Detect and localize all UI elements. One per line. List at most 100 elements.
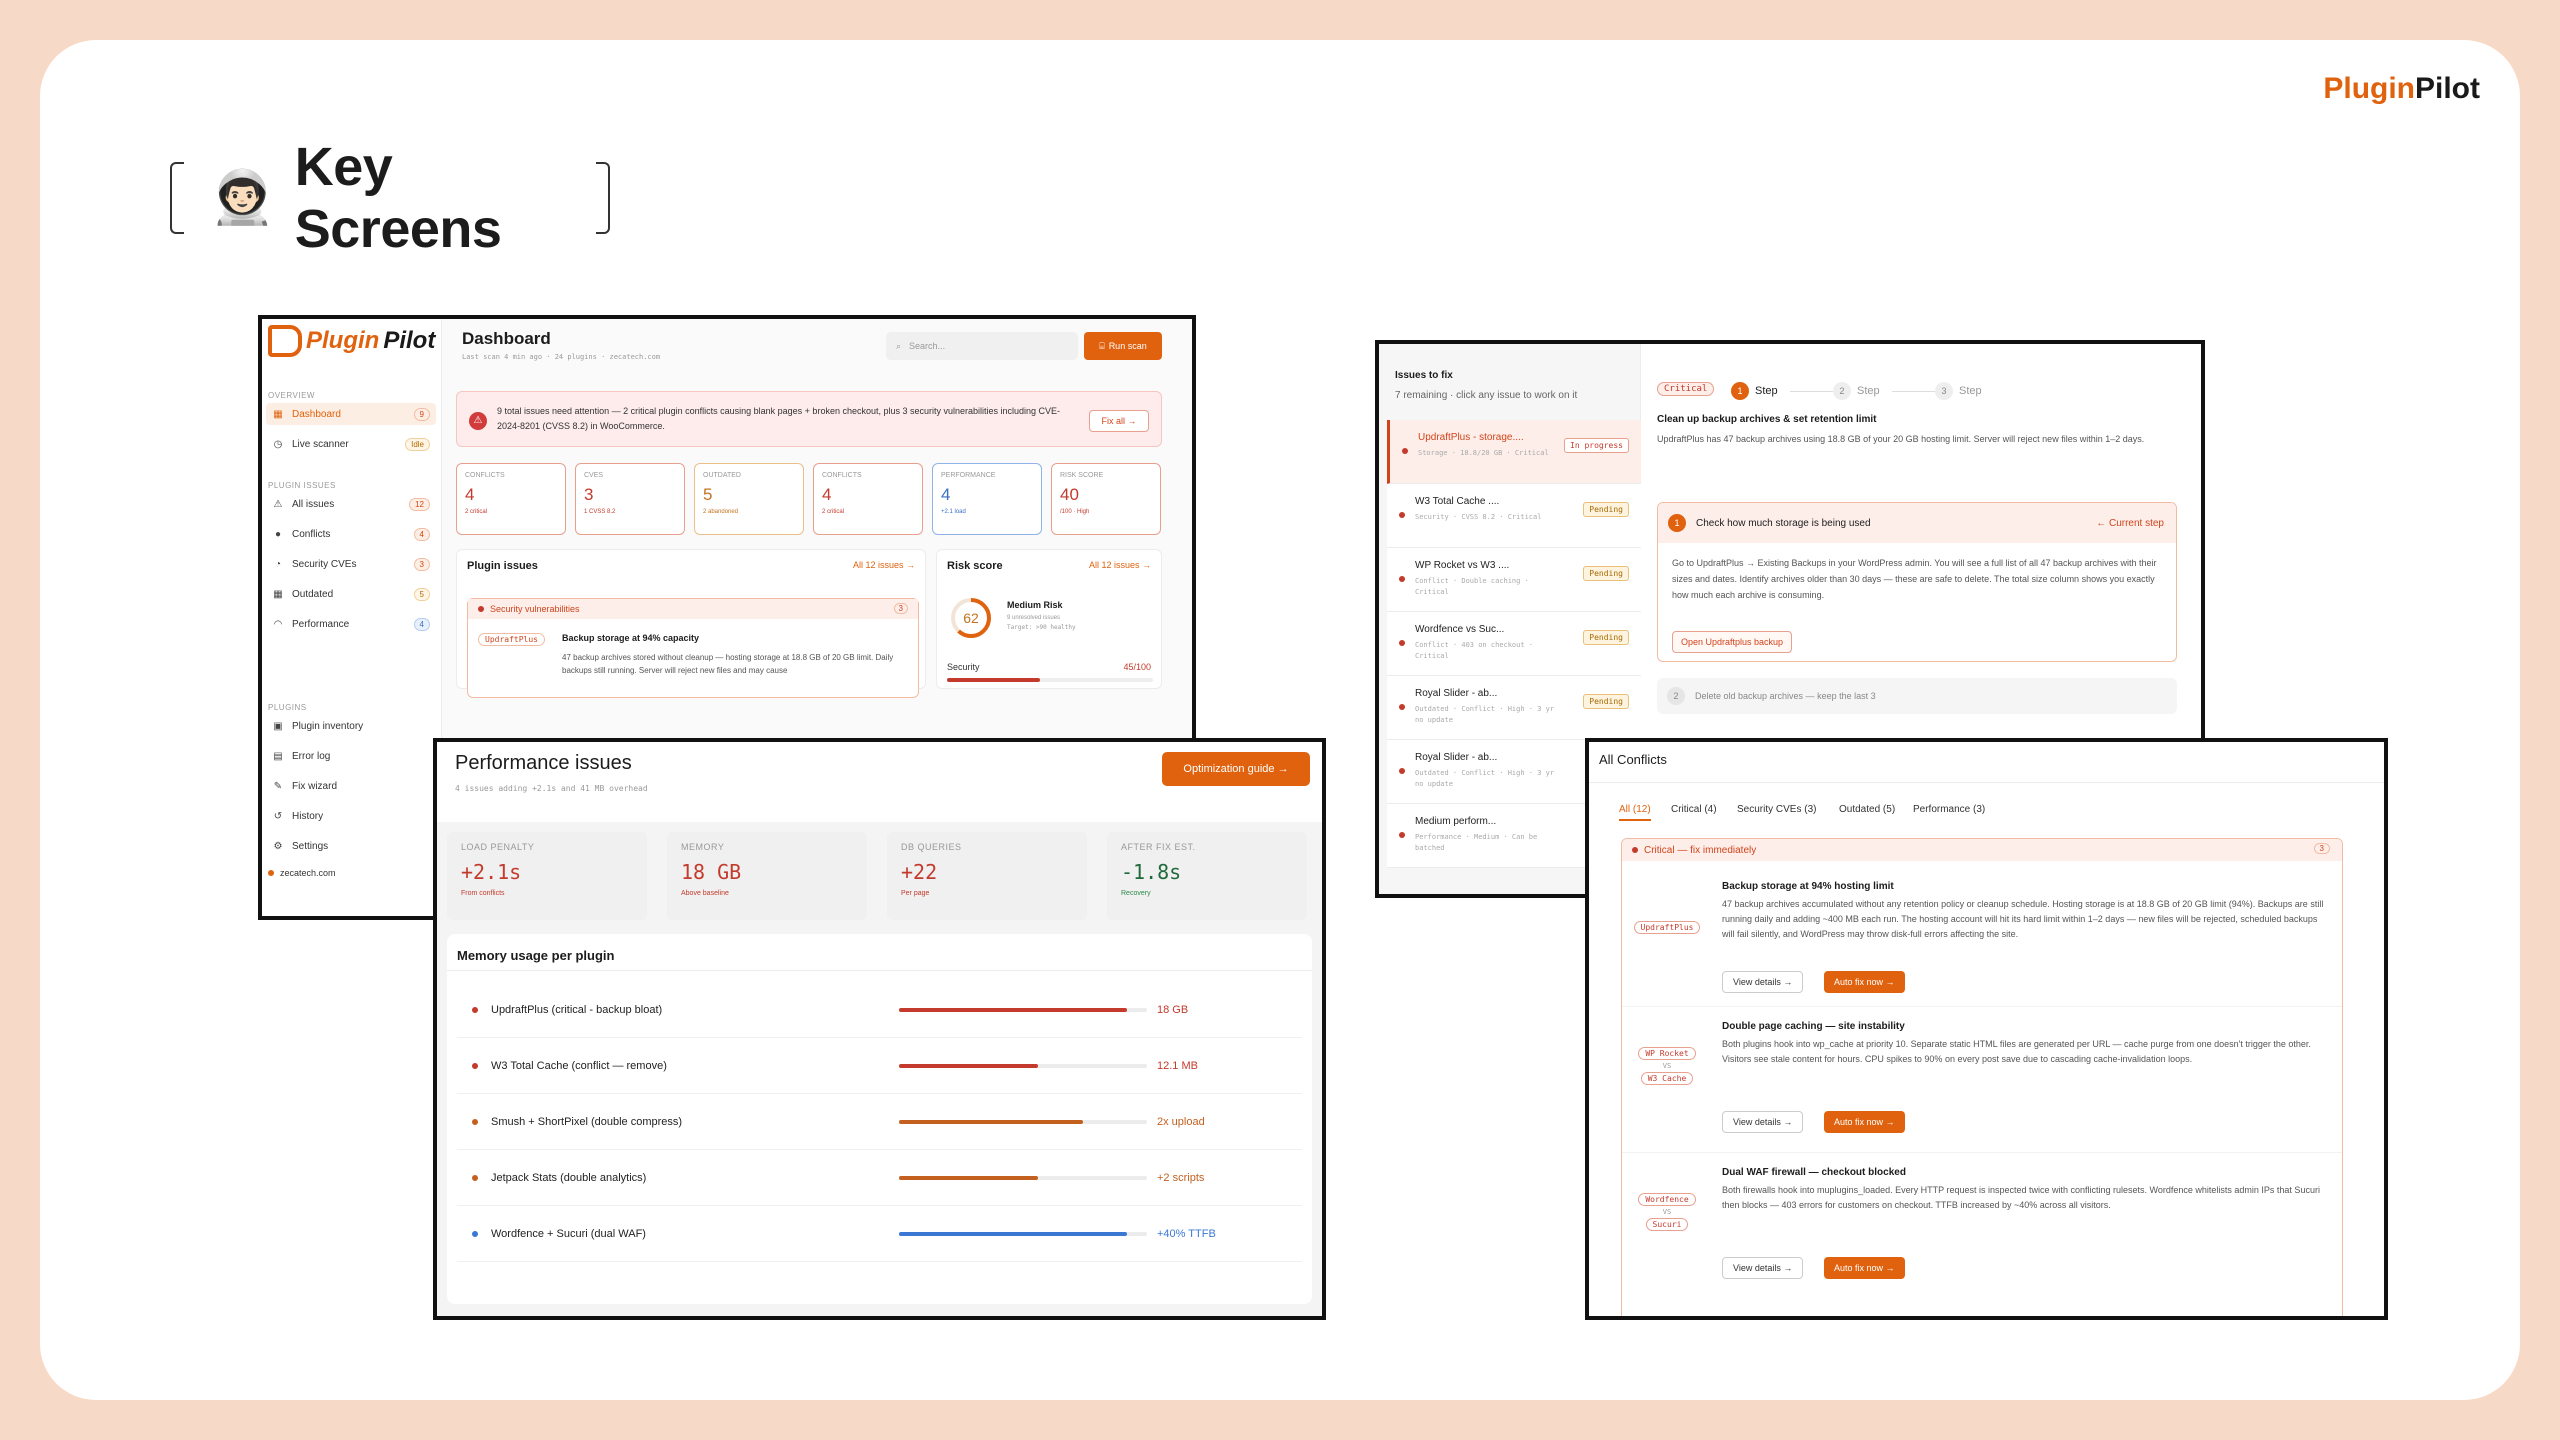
issue-list-item[interactable]: Royal Slider - ab... Outdated · Conflict …: [1387, 676, 1641, 740]
issue-group: Security vulnerabilities 3 UpdraftPlus Ba…: [467, 598, 919, 698]
status-dot: [1399, 832, 1405, 838]
memory-row: Jetpack Stats (double analytics) +2 scrip…: [457, 1150, 1302, 1206]
stat-card[interactable]: PERFORMANCE 4 +2.1 load: [932, 463, 1042, 535]
plugin-tag: W3 Cache: [1640, 1072, 1694, 1085]
tab-outdated[interactable]: Outdated (5): [1839, 804, 1896, 815]
step-2[interactable]: 2 Step: [1833, 382, 1952, 400]
conflict-row: WP Rocket VS W3 Cache Double page caching …: [1622, 1007, 2342, 1153]
sidebar-item-outdated[interactable]: ▦ Outdated 5: [266, 583, 436, 605]
sidebar-item-conflicts[interactable]: ● Conflicts 4: [266, 523, 436, 545]
security-label: Security: [947, 662, 980, 672]
usage-value: 18 GB: [1157, 1004, 1189, 1016]
issues-alert: ⚠ 9 total issues need attention — 2 crit…: [456, 391, 1162, 447]
conflict-title: Backup storage at 94% hosting limit: [1722, 881, 1894, 892]
step-3[interactable]: 3 Step: [1935, 382, 1982, 400]
memory-usage-panel: Memory usage per plugin UpdraftPlus (cri…: [447, 934, 1312, 1304]
view-details-button[interactable]: View details →: [1722, 971, 1804, 993]
stat-card[interactable]: CONFLICTS 4 2 critical: [813, 463, 923, 535]
fix-all-button[interactable]: Fix all →: [1089, 410, 1149, 432]
status-dot: [1399, 768, 1405, 774]
status-badge: In progress: [1564, 438, 1629, 453]
sidebar-item-history[interactable]: ↺ History: [273, 810, 324, 822]
issue-title[interactable]: Backup storage at 94% capacity: [562, 633, 700, 643]
auto-fix-button[interactable]: Auto fix now →: [1824, 971, 1905, 993]
issue-description: 47 backup archives stored without cleanu…: [562, 653, 894, 675]
lock-icon: ▣: [273, 720, 283, 732]
optimization-guide-button[interactable]: Optimization guide →: [1162, 752, 1310, 786]
sidebar-item-inventory[interactable]: ▣ Plugin inventory: [273, 720, 364, 732]
step-1[interactable]: 1 Step: [1731, 382, 1850, 400]
run-scan-button[interactable]: ⌸ Run scan: [1084, 332, 1162, 360]
page-title: Key Screens: [294, 137, 502, 259]
sidebar-section-plugins: PLUGINS: [268, 703, 307, 712]
performance-screen: Performance issues 4 issues adding +2.1s…: [433, 738, 1326, 1320]
step-body: Go to UpdraftPlus → Existing Backups in …: [1672, 558, 2157, 600]
view-details-button[interactable]: View details →: [1722, 1257, 1804, 1279]
sidebar-item-fix-wizard[interactable]: ✎ Fix wizard: [273, 780, 338, 792]
issue-title: Wordfence vs Suc...: [1415, 624, 1505, 635]
issue-meta: Outdated · Conflict · High · 3 yr no upd…: [1415, 705, 1555, 724]
tab-critical[interactable]: Critical (4): [1671, 804, 1717, 815]
plugin-tag: Wordfence: [1638, 1193, 1696, 1206]
issues-list: Issues to fix 7 remaining · click any is…: [1379, 344, 1641, 894]
sidebar-item-all-issues[interactable]: ⚠ All issues 12: [266, 493, 436, 515]
open-backup-button[interactable]: Open Updraftplus backup: [1672, 631, 1793, 653]
tab-all[interactable]: All (12): [1619, 804, 1651, 821]
status-dot: [1399, 704, 1405, 710]
issue-list-item[interactable]: Wordfence vs Suc... Conflict · 403 on che…: [1387, 612, 1641, 676]
kpi-card: MEMORY 18 GB Above baseline: [667, 832, 867, 920]
conflicts-title: All Conflicts: [1599, 752, 1667, 767]
sidebar-item-security[interactable]: ◔ Security CVEs 3: [266, 553, 436, 575]
tab-security[interactable]: Security CVEs (3): [1737, 804, 1817, 815]
issue-title: Royal Slider - ab...: [1415, 752, 1498, 763]
usage-value: 2x upload: [1157, 1116, 1205, 1128]
tab-performance[interactable]: Performance (3): [1913, 804, 1986, 815]
sidebar-item-settings[interactable]: ⚙ Settings: [273, 840, 329, 852]
risk-score-value: 62: [963, 610, 979, 626]
performance-subtitle: 4 issues adding +2.1s and 41 MB overhead: [455, 784, 648, 793]
memory-row: W3 Total Cache (conflict — remove) 12.1 M…: [457, 1038, 1302, 1094]
site-domain[interactable]: zecatech.com: [268, 868, 336, 878]
memory-row: Smush + ShortPixel (double compress) 2x u…: [457, 1094, 1302, 1150]
status-dot: [472, 1063, 478, 1069]
sidebar-item-live-scanner[interactable]: ◷ Live scanner Idle: [266, 433, 436, 455]
risk-level: Medium Risk: [1007, 600, 1063, 610]
brand-logo: PluginPilot: [2323, 72, 2480, 105]
issue-list-item[interactable]: W3 Total Cache .... Security · CVSS 8.2 ·…: [1387, 484, 1641, 548]
conflict-description: Both firewalls hook into muplugins_loade…: [1722, 1185, 2320, 1210]
plugin-name: Wordfence + Sucuri (dual WAF): [491, 1228, 646, 1240]
issue-meta: Storage · 18.8/20 GB · Critical: [1418, 449, 1549, 457]
auto-fix-button[interactable]: Auto fix now →: [1824, 1111, 1905, 1133]
slide-title: 👨🏻‍🚀 Key Screens: [170, 137, 610, 259]
usage-bar: [899, 1064, 1147, 1068]
view-details-button[interactable]: View details →: [1722, 1111, 1804, 1133]
plugin-name: Jetpack Stats (double analytics): [491, 1172, 647, 1184]
stat-card[interactable]: CONFLICTS 4 2 critical: [456, 463, 566, 535]
fix-description: UpdraftPlus has 47 backup archives using…: [1657, 434, 2145, 444]
status-badge: Pending: [1583, 566, 1629, 581]
status-dot: [1399, 640, 1405, 646]
status-badge: Pending: [1583, 694, 1629, 709]
sidebar-item-error-log[interactable]: ▤ Error log: [273, 750, 331, 762]
search-input[interactable]: ⌕ Search...: [886, 332, 1078, 360]
stat-card[interactable]: OUTDATED 5 2 abandoned: [694, 463, 804, 535]
plugin-tag: WP Rocket: [1638, 1047, 1696, 1060]
sidebar-item-dashboard[interactable]: ▦ Dashboard 9: [266, 403, 436, 425]
status-dot: [1399, 512, 1405, 518]
issue-list-item[interactable]: UpdraftPlus - storage.... Storage · 18.8/…: [1387, 420, 1641, 484]
stat-card[interactable]: RISK SCORE 40/100 · High: [1051, 463, 1161, 535]
astronaut-emoji-icon: 👨🏻‍🚀: [210, 169, 275, 227]
warning-icon: ⚠: [469, 412, 487, 430]
all-issues-link[interactable]: All 12 issues →: [1088, 560, 1151, 570]
status-dot: [472, 1175, 478, 1181]
all-issues-link[interactable]: All 12 issues →: [852, 560, 915, 570]
auto-fix-button[interactable]: Auto fix now →: [1824, 1257, 1905, 1279]
current-step-label: ← Current step: [2096, 517, 2164, 529]
next-step[interactable]: 2 Delete old backup archives — keep the l…: [1657, 678, 2177, 714]
stat-card[interactable]: CVES 3 1 CVSS 8.2: [575, 463, 685, 535]
title-bracket-left: [170, 162, 184, 234]
issue-list-item[interactable]: WP Rocket vs W3 .... Conflict · Double ca…: [1387, 548, 1641, 612]
memory-row: Wordfence + Sucuri (dual WAF) +40% TTFB: [457, 1206, 1302, 1262]
kpi-card: AFTER FIX EST. -1.8s Recovery: [1107, 832, 1307, 920]
sidebar-item-performance[interactable]: ◠ Performance 4: [266, 613, 436, 635]
